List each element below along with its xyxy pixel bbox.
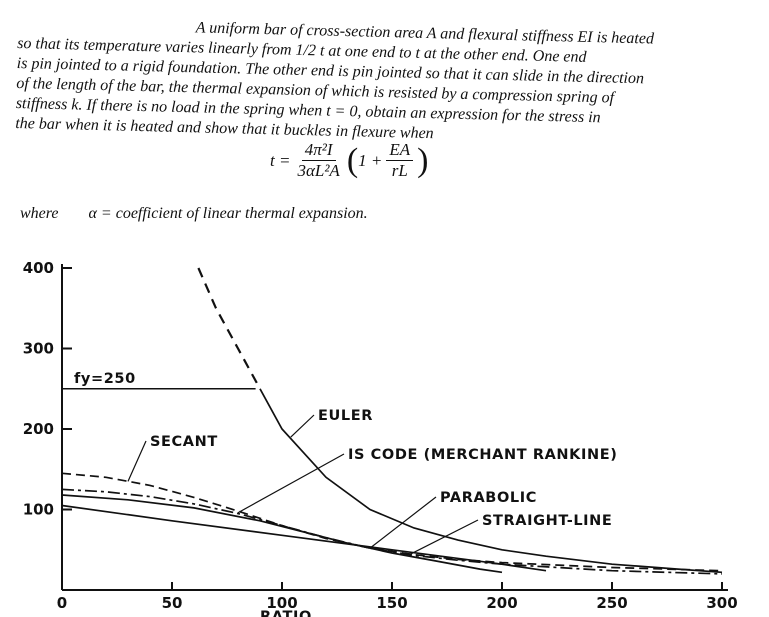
parabolic-curve <box>61 494 503 574</box>
parabolic-label: PARABOLIC <box>440 490 537 506</box>
where-clause: where α = coefficient of linear thermal e… <box>20 205 368 223</box>
chart-curves <box>61 267 723 575</box>
secant-label-leader <box>127 440 147 482</box>
is-code-label: IS CODE (MERCHANT RANKINE) <box>348 447 617 463</box>
y-tick-label: 300 <box>23 340 54 358</box>
formula-close-paren: ) <box>417 141 429 179</box>
formula-inner: 1 + <box>358 150 383 170</box>
where-label: where <box>20 205 59 222</box>
is-code-label-leader <box>237 453 345 514</box>
chart-tick-labels: 100 200 300 400 0 50 100 150 200 250 300 RATIO <box>23 259 738 617</box>
where-definition: α = coefficient of linear thermal expans… <box>88 205 368 222</box>
formula-lhs: t = <box>270 150 291 170</box>
straight-line-label: STRAIGHT-LINE <box>482 513 612 529</box>
buckling-formula: t = 4π²I 3αL²A ( 1 + EA rL ) <box>270 140 428 181</box>
chart-curve-labels: fy=250 EULER SECANT IS CODE (MERCHANT RANKI… <box>74 371 617 556</box>
formula-fraction-2: EA rL <box>386 140 414 181</box>
straight-line-curve <box>61 504 547 572</box>
euler-curve-dashed-part <box>197 267 261 390</box>
x-tick-label: 150 <box>376 594 407 612</box>
x-tick-label: 200 <box>486 594 517 612</box>
x-tick-label: 300 <box>706 594 737 612</box>
x-tick-label: 250 <box>596 594 627 612</box>
secant-curve <box>61 472 723 572</box>
x-tick-label: 50 <box>162 594 183 612</box>
formula-denominator-2: rL <box>391 161 408 180</box>
formula-fraction-1: 4π²I 3αL²A <box>294 140 342 181</box>
x-tick-label: 0 <box>57 594 67 612</box>
fy-annotation: fy=250 <box>74 371 136 387</box>
y-tick-label: 400 <box>23 259 54 277</box>
x-axis-label: RATIO <box>260 609 312 617</box>
formula-numerator-1: 4π²I <box>301 140 336 161</box>
chart-axes <box>61 264 728 591</box>
euler-label: EULER <box>318 408 373 424</box>
parabolic-label-leader <box>369 496 437 549</box>
y-tick-label: 200 <box>23 420 54 438</box>
secant-label: SECANT <box>150 434 218 450</box>
euler-label-leader <box>290 414 315 438</box>
formula-denominator-1: 3αL²A <box>297 161 340 180</box>
x-tick-label: 100 <box>266 594 297 612</box>
straight-line-label-leader <box>409 519 479 556</box>
euler-curve <box>259 388 723 574</box>
y-tick-label: 100 <box>23 501 54 519</box>
formula-open-paren: ( <box>346 141 359 179</box>
formula-numerator-2: EA <box>386 140 414 161</box>
